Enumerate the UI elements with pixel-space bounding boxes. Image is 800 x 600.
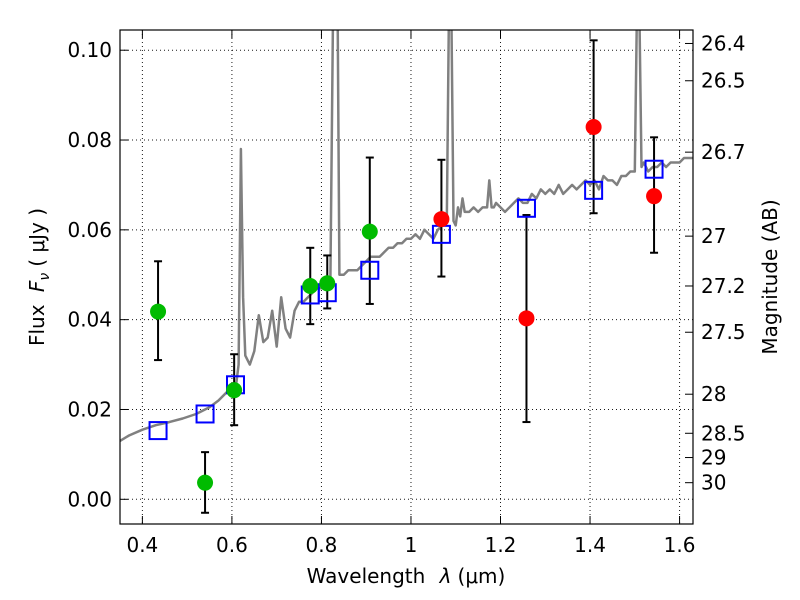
y-axis-title-symbol: F — [25, 280, 49, 292]
mag-tick-label: 30 — [701, 471, 726, 495]
model-photometry-square — [195, 404, 215, 424]
y-tick-label: 0.02 — [67, 397, 112, 421]
mag-tick-label: 28 — [701, 382, 726, 406]
y-tick-label: 0.06 — [67, 218, 112, 242]
y-tick-label: 0.08 — [67, 128, 112, 152]
mag-tick-label: 26.5 — [701, 69, 746, 93]
mag-tick-label: 26.7 — [701, 140, 746, 164]
x-tick-label: 0.4 — [126, 533, 158, 557]
x-tick-label: 1.4 — [574, 533, 606, 557]
model-photometry-square — [360, 260, 380, 280]
plot-frame — [119, 29, 694, 525]
x-tick-label: 1 — [405, 533, 418, 557]
red-data-point — [646, 188, 663, 205]
spectrum-line — [120, 30, 693, 442]
green-data-point — [197, 474, 214, 491]
x-axis-title: Wavelength λ (μm) — [307, 564, 506, 588]
x-tick-label: 0.6 — [216, 533, 248, 557]
axes: 0.4 0.6 0.8 1 1.2 1.4 1.6 0.00 0.02 0.04 0.06 0.08 0… — [67, 30, 746, 557]
y-axis-title-unit: ( μJy ) — [25, 208, 49, 267]
red-data-point — [518, 310, 535, 327]
green-data-point — [302, 277, 319, 294]
y-axis-title-subscript: ν — [37, 273, 53, 281]
red-data-point — [585, 119, 602, 136]
mag-tick-label: 27.5 — [701, 320, 746, 344]
y-axis-title: Flux Fν ( μJy ) — [25, 208, 53, 346]
mag-tick-label: 28.5 — [701, 421, 746, 445]
y2-axis-title: Magnitude (AB) — [758, 199, 782, 354]
mag-tick-label: 29 — [701, 446, 726, 470]
plot-area — [120, 30, 693, 514]
model-photometry-square — [644, 159, 664, 179]
y-tick-label: 0.10 — [67, 38, 112, 62]
model-photometry-square — [584, 180, 604, 200]
green-data-point — [361, 223, 378, 240]
green-data-point — [319, 275, 336, 292]
mag-tick-label: 26.4 — [701, 31, 746, 55]
model-photometry-square — [148, 421, 168, 441]
x-axis-title-text: Wavelength — [307, 564, 432, 588]
x-tick-label: 1.2 — [485, 533, 517, 557]
x-tick-label: 0.8 — [306, 533, 338, 557]
model-photometry-square — [516, 198, 536, 218]
y-axis-title-text: Flux — [25, 298, 49, 346]
mag-tick-label: 27 — [701, 224, 726, 248]
x-axis-title-symbol: λ — [439, 564, 452, 588]
y-tick-label: 0.00 — [67, 487, 112, 511]
red-data-point — [433, 211, 450, 228]
x-axis-title-unit: (μm) — [458, 564, 506, 588]
green-data-point — [150, 303, 167, 320]
mag-tick-label: 27.2 — [701, 274, 746, 298]
green-data-point — [226, 382, 243, 399]
axis-titles: Wavelength λ (μm) Flux Fν ( μJy ) Magnitude … — [25, 199, 782, 588]
y-tick-label: 0.04 — [67, 308, 112, 332]
x-tick-label: 1.6 — [664, 533, 696, 557]
